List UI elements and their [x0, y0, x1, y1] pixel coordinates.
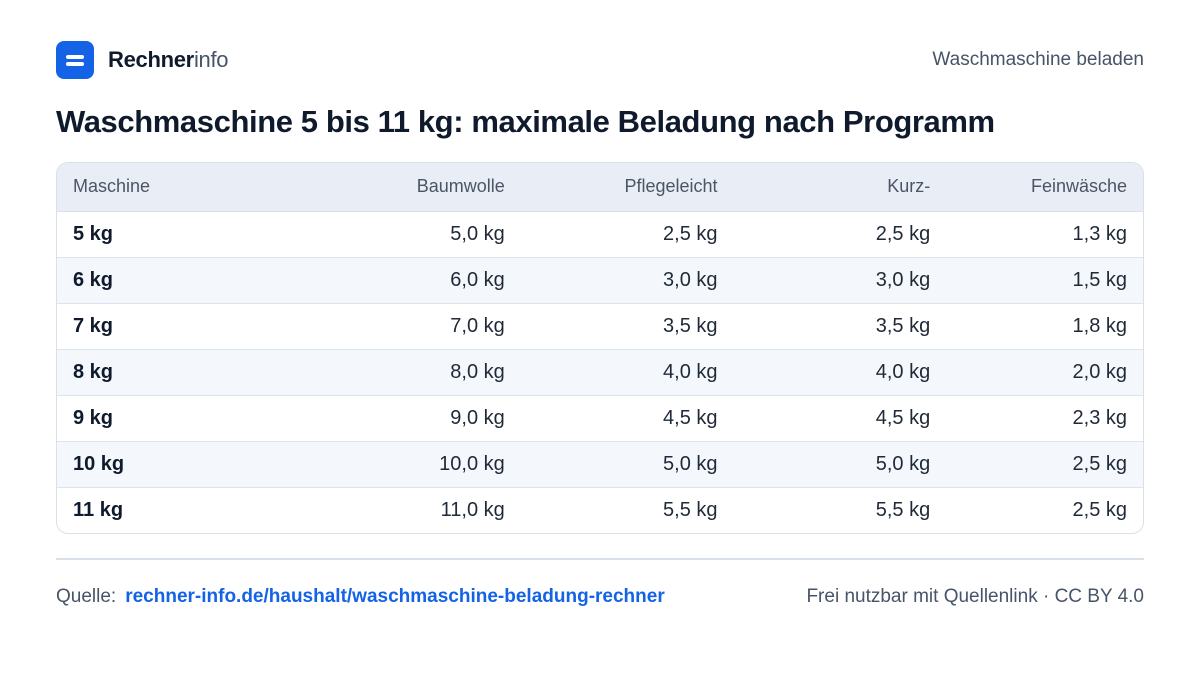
- page-tag: Waschmaschine beladen: [932, 49, 1144, 70]
- cell-maschine: 9 kg: [57, 395, 297, 442]
- cell-kurz: 2,5 kg: [717, 211, 931, 258]
- brand-name: Rechnerinfo: [108, 47, 229, 73]
- cell-maschine: 10 kg: [57, 441, 297, 488]
- footer: Quelle: rechner-info.de/haushalt/waschma…: [56, 584, 1144, 610]
- table-row: 9 kg 9,0 kg 4,5 kg 4,5 kg 2,3 kg: [57, 395, 1143, 442]
- license-note: Frei nutzbar mit Quellenlink · CC BY 4.0: [806, 586, 1144, 607]
- column-header-feinwaesche: Feinwäsche: [930, 163, 1143, 212]
- brand-name-light: info: [193, 47, 229, 72]
- brand-name-bold: Rechner: [108, 47, 194, 72]
- cell-pflegeleicht: 5,0 kg: [504, 441, 718, 488]
- table-row: 8 kg 8,0 kg 4,0 kg 4,0 kg 2,0 kg: [57, 349, 1143, 396]
- cell-feinwaesche: 2,5 kg: [930, 441, 1143, 488]
- cell-baumwolle: 6,0 kg: [296, 257, 505, 304]
- cell-kurz: 5,0 kg: [717, 441, 931, 488]
- logo-bar-top: [66, 55, 84, 59]
- cell-baumwolle: 7,0 kg: [296, 303, 505, 350]
- cell-pflegeleicht: 4,0 kg: [504, 349, 718, 396]
- column-header-baumwolle: Baumwolle: [296, 163, 505, 212]
- source-label: Quelle:: [56, 586, 117, 607]
- column-header-pflegeleicht: Pflegeleicht: [504, 163, 718, 212]
- cell-pflegeleicht: 3,0 kg: [504, 257, 718, 304]
- cell-feinwaesche: 1,5 kg: [930, 257, 1143, 304]
- table-row: 11 kg 11,0 kg 5,5 kg 5,5 kg 2,5 kg: [57, 487, 1143, 533]
- cell-baumwolle: 10,0 kg: [296, 441, 505, 488]
- cell-baumwolle: 9,0 kg: [296, 395, 505, 442]
- logo-bar-bottom: [66, 62, 84, 66]
- cell-maschine: 11 kg: [73, 498, 124, 521]
- footer-divider: [56, 558, 1144, 560]
- cell-kurz: 3,5 kg: [717, 303, 931, 350]
- cell-feinwaesche: 2,0 kg: [930, 349, 1143, 396]
- cell-feinwaesche: 2,5 kg: [1072, 498, 1127, 521]
- cell-baumwolle: 11,0 kg: [440, 498, 505, 521]
- cell-baumwolle: 8,0 kg: [296, 349, 505, 396]
- table-row: 5 kg 5,0 kg 2,5 kg 2,5 kg 1,3 kg: [57, 211, 1143, 258]
- cell-maschine: 8 kg: [57, 349, 297, 396]
- cell-pflegeleicht: 5,5 kg: [663, 498, 718, 521]
- cell-maschine: 7 kg: [57, 303, 297, 350]
- cell-pflegeleicht: 3,5 kg: [504, 303, 718, 350]
- cell-kurz: 4,5 kg: [717, 395, 931, 442]
- rechnerinfo-logo-icon: [56, 41, 94, 79]
- cell-feinwaesche: 1,8 kg: [930, 303, 1143, 350]
- cell-feinwaesche: 2,3 kg: [930, 395, 1143, 442]
- load-table: Maschine Baumwolle Pflegeleicht Kurz- Fe…: [56, 162, 1144, 534]
- brand[interactable]: Rechnerinfo: [56, 41, 229, 79]
- table-row: 10 kg 10,0 kg 5,0 kg 5,0 kg 2,5 kg: [57, 441, 1143, 488]
- cell-feinwaesche: 1,3 kg: [930, 211, 1143, 258]
- cell-kurz: 4,0 kg: [717, 349, 931, 396]
- table-row: 6 kg 6,0 kg 3,0 kg 3,0 kg 1,5 kg: [57, 257, 1143, 304]
- cell-pflegeleicht: 2,5 kg: [504, 211, 718, 258]
- source-link[interactable]: rechner-info.de/haushalt/waschmaschine-b…: [125, 586, 665, 607]
- page-title: Waschmaschine 5 bis 11 kg: maximale Bela…: [56, 104, 995, 139]
- cell-kurz: 3,0 kg: [717, 257, 931, 304]
- column-header-maschine: Maschine: [57, 163, 297, 212]
- cell-maschine: 5 kg: [57, 211, 297, 258]
- cell-baumwolle: 5,0 kg: [296, 211, 505, 258]
- cell-pflegeleicht: 4,5 kg: [504, 395, 718, 442]
- table-row: 7 kg 7,0 kg 3,5 kg 3,5 kg 1,8 kg: [57, 303, 1143, 350]
- cell-maschine: 6 kg: [57, 257, 297, 304]
- table-header-row: Maschine Baumwolle Pflegeleicht Kurz- Fe…: [57, 163, 1143, 212]
- table-body: 5 kg 5,0 kg 2,5 kg 2,5 kg 1,3 kg 6 kg 6,…: [57, 211, 1143, 533]
- cell-kurz: 5,5 kg: [875, 498, 931, 521]
- load-table-grid: Maschine Baumwolle Pflegeleicht Kurz- Fe…: [57, 163, 1143, 533]
- site-header: Rechnerinfo Waschmaschine beladen: [56, 40, 1144, 80]
- column-header-kurz: Kurz-: [717, 163, 931, 212]
